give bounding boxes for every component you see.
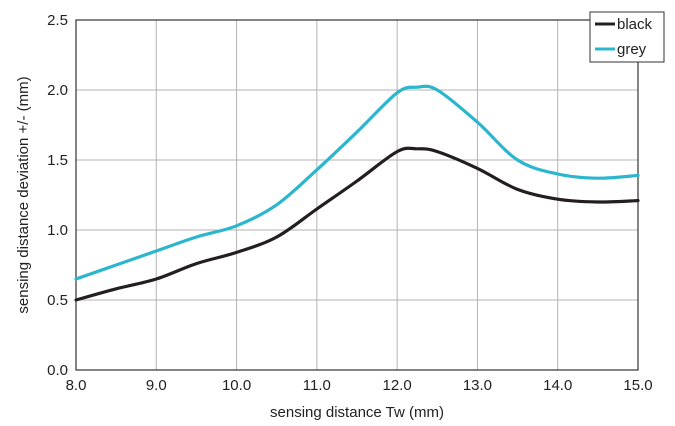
x-axis-ticks: 8.0 9.0 10.0 11.0 12.0 13.0 14.0 15.0 bbox=[66, 377, 653, 394]
y-tick-label: 0.0 bbox=[47, 362, 68, 379]
plot-frame bbox=[75, 19, 639, 371]
x-tick-label: 12.0 bbox=[383, 377, 412, 394]
x-tick-label: 8.0 bbox=[66, 377, 87, 394]
y-axis-title: sensing distance deviation +/- (mm) bbox=[15, 76, 32, 313]
series-line-grey bbox=[74, 84, 640, 281]
series-lines bbox=[74, 84, 640, 302]
x-tick-label: 10.0 bbox=[222, 377, 251, 394]
x-axis-title: sensing distance Tw (mm) bbox=[270, 404, 444, 421]
legend-label-black: black bbox=[617, 16, 653, 33]
y-tick-label: 1.0 bbox=[47, 222, 68, 239]
legend: black grey bbox=[589, 11, 665, 63]
y-axis-ticks: 0.0 0.5 1.0 1.5 2.0 2.5 bbox=[47, 12, 68, 379]
x-tick-label: 11.0 bbox=[303, 377, 331, 394]
x-tick-label: 14.0 bbox=[543, 377, 572, 394]
y-tick-label: 0.5 bbox=[47, 292, 68, 309]
x-tick-label: 9.0 bbox=[146, 377, 167, 394]
legend-label-grey: grey bbox=[617, 41, 647, 58]
x-tick-label: 13.0 bbox=[463, 377, 492, 394]
y-tick-label: 2.5 bbox=[47, 12, 68, 29]
y-tick-label: 2.0 bbox=[47, 82, 68, 99]
legend-box bbox=[589, 11, 665, 63]
series-line-black bbox=[74, 146, 640, 302]
y-tick-label: 1.5 bbox=[47, 152, 68, 169]
x-tick-label: 15.0 bbox=[623, 377, 652, 394]
grid bbox=[76, 20, 638, 370]
